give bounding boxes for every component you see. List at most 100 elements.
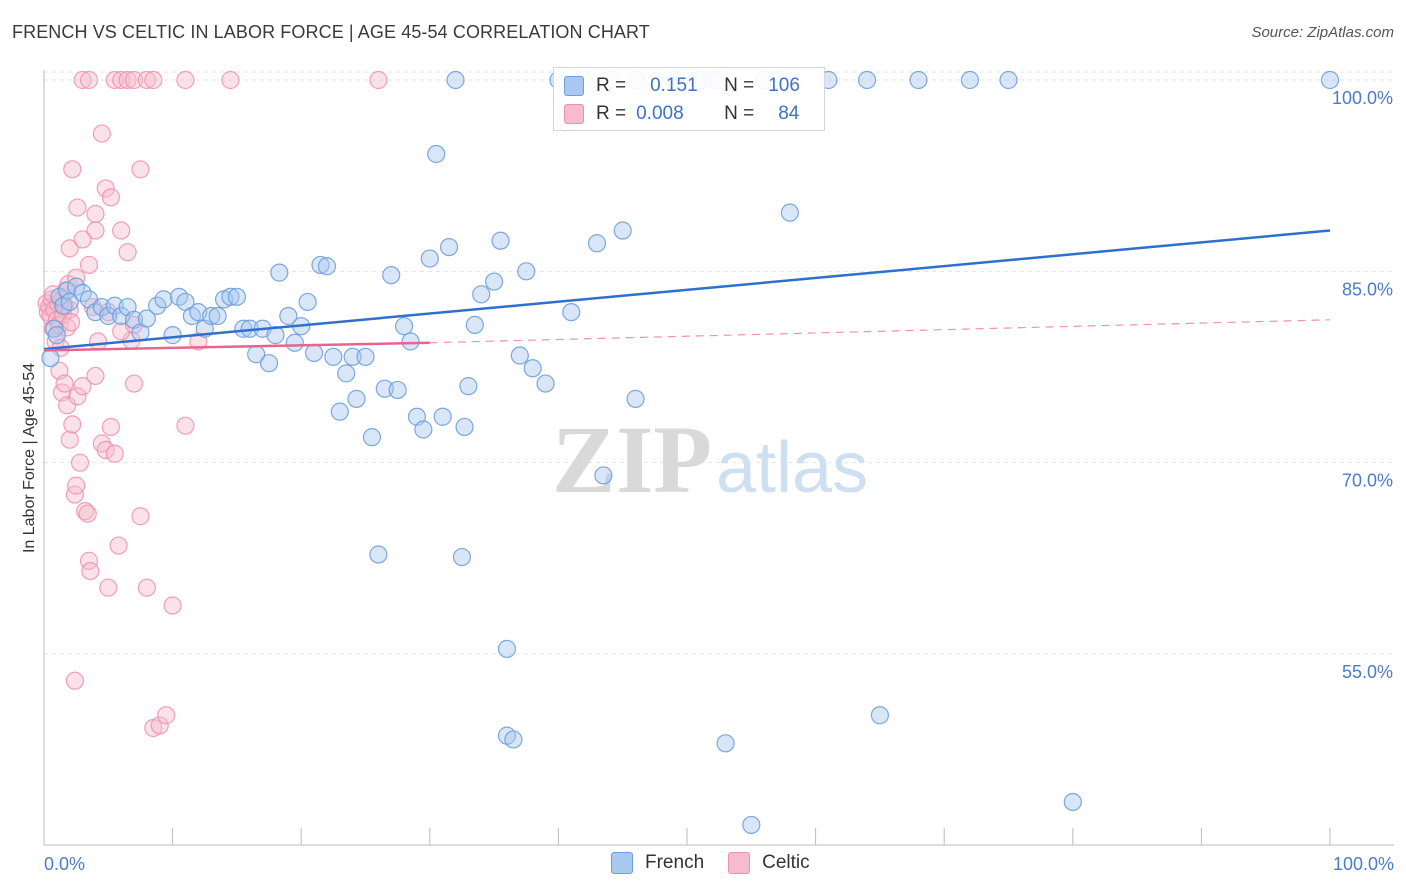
- trend-lines: [43, 229, 1331, 352]
- french-point: [594, 466, 613, 485]
- french-point: [452, 547, 472, 567]
- celtic-point: [101, 417, 120, 437]
- celtic-point: [60, 239, 79, 258]
- series-legend-celtic[interactable]: Celtic: [728, 852, 810, 874]
- celtic-point: [86, 366, 105, 386]
- french-point: [536, 374, 555, 393]
- french-point: [163, 326, 182, 345]
- celtic-point: [124, 70, 144, 90]
- french-point: [270, 263, 289, 282]
- y-tick-labels: 55.0% 70.0% 85.0% 100.0%: [1332, 88, 1393, 682]
- celtic-point: [96, 179, 115, 198]
- french-point: [960, 70, 980, 90]
- french-point: [420, 249, 439, 268]
- celtic-points: [37, 70, 388, 738]
- legend-n-label: N =: [724, 75, 755, 96]
- french-point: [369, 545, 388, 564]
- french-point: [105, 296, 124, 315]
- celtic-point: [61, 313, 81, 332]
- french-point: [92, 297, 111, 317]
- french-point: [497, 639, 517, 658]
- celtic-point: [88, 332, 108, 351]
- celtic-point: [118, 70, 137, 90]
- celtic-point: [70, 453, 90, 472]
- y-tick-label: 85.0%: [1342, 279, 1393, 299]
- celtic-point: [78, 504, 97, 523]
- french-point: [504, 730, 523, 749]
- celtic-point: [60, 430, 79, 449]
- french-point: [298, 292, 317, 312]
- french-point: [330, 402, 349, 421]
- french-point: [716, 734, 735, 753]
- legend-celtic-n: 84: [778, 103, 800, 124]
- legend-french-n: 106: [768, 75, 800, 96]
- legend-r-label: R =: [596, 75, 627, 96]
- celtic-point: [63, 160, 82, 179]
- legend-french-r: 0.151: [650, 75, 698, 96]
- celtic-point: [150, 716, 169, 735]
- series-legend: French Celtic: [611, 852, 834, 874]
- french-point: [375, 379, 394, 398]
- celtic-point: [105, 444, 124, 463]
- series-legend-french[interactable]: French: [611, 852, 704, 874]
- french-point: [401, 332, 420, 351]
- french-point: [347, 389, 366, 408]
- watermark-atlas: atlas: [716, 428, 868, 508]
- legend-row-french: R = 0.151 N = 106: [564, 72, 800, 100]
- celtic-point: [369, 70, 388, 90]
- celtic-point: [58, 396, 77, 415]
- french-point: [208, 306, 227, 326]
- french-point: [137, 309, 156, 328]
- axes: [43, 70, 1394, 846]
- celtic-point: [124, 374, 144, 393]
- french-point: [870, 706, 890, 725]
- celtic-point: [68, 387, 87, 406]
- celtic-point: [55, 374, 74, 393]
- series-label-french: French: [645, 852, 705, 873]
- celtic-point: [137, 70, 156, 90]
- french-point: [47, 326, 66, 345]
- x-tick-label-max: 100.0%: [1333, 854, 1394, 874]
- celtic-point: [76, 502, 95, 521]
- chart-source: Source: ZipAtlas.com: [1251, 24, 1394, 41]
- french-point: [742, 815, 761, 835]
- french-point: [343, 347, 362, 366]
- french-point: [510, 346, 529, 365]
- x-ticks: [43, 828, 1331, 845]
- y-axis-label: In Labor Force | Age 45-54: [21, 363, 38, 553]
- correlation-legend: R = 0.151 N = 106 R = 0.008 N = 84: [553, 67, 825, 131]
- celtic-point: [99, 578, 118, 597]
- x-tick-label-min: 0.0%: [44, 854, 85, 874]
- celtic-point: [105, 70, 124, 90]
- gridlines: [44, 71, 1394, 655]
- legend-row-celtic: R = 0.008 N = 84: [564, 100, 799, 128]
- celtic-point: [79, 70, 99, 90]
- celtic-point: [81, 561, 100, 581]
- celtic-point: [118, 243, 137, 262]
- series-swatch-celtic: [728, 852, 751, 874]
- celtic-point: [112, 70, 131, 90]
- celtic-trend-extension: [429, 319, 1331, 344]
- celtic-point: [73, 230, 92, 249]
- celtic-point: [68, 198, 87, 217]
- legend-n-label: N =: [724, 103, 755, 124]
- celtic-point: [144, 70, 163, 90]
- french-point: [259, 354, 279, 373]
- legend-celtic-r: 0.008: [636, 103, 684, 124]
- celtic-point: [101, 188, 120, 207]
- french-point: [221, 287, 240, 306]
- french-point: [362, 428, 382, 447]
- celtic-point: [67, 476, 86, 495]
- french-point: [459, 377, 478, 396]
- french-point: [58, 281, 77, 300]
- french-point: [202, 306, 221, 326]
- celtic-point: [221, 70, 240, 90]
- y-tick-label: 55.0%: [1342, 662, 1393, 682]
- french-point: [999, 70, 1018, 90]
- watermark-zip: ZIP: [552, 406, 712, 513]
- french-point: [414, 420, 433, 439]
- legend-swatch-celtic: [564, 104, 584, 124]
- french-point: [394, 317, 414, 336]
- celtic-point: [92, 124, 111, 143]
